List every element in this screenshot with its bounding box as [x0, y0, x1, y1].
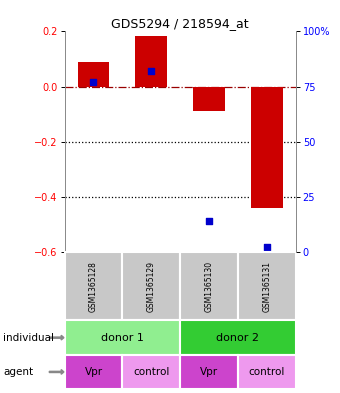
Title: GDS5294 / 218594_at: GDS5294 / 218594_at [112, 17, 249, 30]
Text: Vpr: Vpr [200, 367, 218, 377]
Bar [65, 320, 180, 355]
Text: GSM1365130: GSM1365130 [205, 261, 214, 312]
Bar [251, 86, 283, 208]
Text: control: control [249, 367, 285, 377]
Text: donor 2: donor 2 [217, 332, 259, 343]
Point [206, 218, 212, 224]
Bar [180, 252, 238, 320]
Point [149, 68, 154, 74]
Bar [65, 355, 122, 389]
Text: GSM1365128: GSM1365128 [89, 261, 98, 312]
Text: Vpr: Vpr [84, 367, 103, 377]
Bar [193, 86, 225, 111]
Bar [135, 36, 167, 86]
Text: GSM1365129: GSM1365129 [147, 261, 156, 312]
Bar [65, 252, 122, 320]
Bar [238, 252, 296, 320]
Point [264, 244, 270, 251]
Text: individual: individual [3, 332, 54, 343]
Text: GSM1365131: GSM1365131 [262, 261, 271, 312]
Bar [122, 252, 180, 320]
Text: donor 1: donor 1 [101, 332, 144, 343]
Point [91, 79, 96, 85]
Bar [78, 62, 109, 86]
Bar [180, 320, 296, 355]
Bar [122, 355, 180, 389]
Text: control: control [133, 367, 169, 377]
Bar [238, 355, 296, 389]
Bar [180, 355, 238, 389]
Text: agent: agent [3, 367, 34, 377]
